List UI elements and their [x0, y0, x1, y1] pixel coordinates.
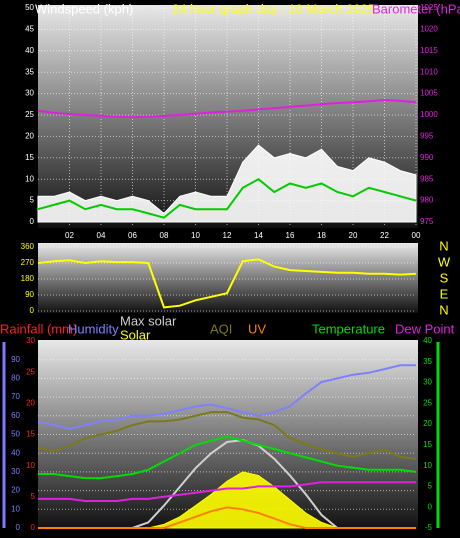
legend-label: AQI	[210, 321, 232, 336]
y3-tick-label: 15	[26, 430, 35, 439]
y-tick-label: 270	[21, 258, 35, 267]
y-tick-label: 40	[11, 448, 20, 457]
y2-tick-label: 35	[423, 357, 432, 366]
y-tick-label: 90	[25, 290, 34, 299]
y2-tick-label: 1015	[420, 46, 438, 55]
panel-direction	[38, 243, 418, 313]
x-tick-label: 18	[317, 231, 326, 240]
y2-tick-label: 975	[420, 217, 434, 226]
y-tick-label: 0	[30, 217, 35, 226]
x-tick-label: 06	[128, 231, 137, 240]
y-tick-label: 60	[11, 411, 20, 420]
legend-label: Solar	[120, 327, 151, 342]
x-tick-label: 04	[97, 231, 106, 240]
y2-tick-label: W	[438, 254, 451, 269]
y2-tick-label: 1025	[420, 3, 438, 12]
line	[37, 411, 417, 460]
y2-tick-label: 5	[428, 482, 433, 491]
x-tick-label: 12	[223, 231, 232, 240]
y-tick-label: 50	[25, 3, 34, 12]
y2-tick-label: 990	[420, 153, 434, 162]
x-tick-label: 22	[380, 231, 389, 240]
y2-tick-label: 1005	[420, 89, 438, 98]
y-tick-label: 50	[11, 430, 20, 439]
y-tick-label: 15	[25, 153, 34, 162]
chart-title: 24 hour graph day : 10 March 2025	[172, 1, 375, 16]
legend-label: Temperature	[312, 321, 385, 336]
y-tick-label: 10	[25, 174, 34, 183]
line	[37, 258, 417, 309]
x-tick-label: 16	[286, 231, 295, 240]
y-tick-label: 40	[25, 46, 34, 55]
x-tick-label: 20	[349, 231, 358, 240]
y3-tick-label: 25	[26, 367, 35, 376]
y3-tick-label: 30	[26, 336, 35, 345]
y2-tick-label: 25	[423, 398, 432, 407]
legend-label: Humidity	[68, 321, 119, 336]
y2-tick-label: 980	[420, 196, 434, 205]
y2-tick-label: 20	[423, 419, 432, 428]
y-tick-label: 30	[25, 89, 34, 98]
line	[37, 178, 417, 219]
y3-tick-label: 20	[26, 398, 35, 407]
y2-tick-label: 15	[423, 440, 432, 449]
y-tick-label: 70	[11, 392, 20, 401]
y-tick-label: 0	[30, 306, 35, 315]
y-tick-label: 180	[21, 274, 35, 283]
y3-tick-label: 10	[26, 461, 35, 470]
y2-tick-label: N	[439, 302, 448, 317]
y2-tick-label: N	[439, 238, 448, 253]
y2-tick-label: 40	[423, 336, 432, 345]
line	[37, 98, 417, 119]
y2-tick-label: S	[440, 270, 449, 285]
wind-label: Windspeed (kph)	[35, 1, 133, 16]
line	[37, 364, 416, 430]
area	[37, 144, 417, 223]
y2-tick-label: 1000	[420, 110, 438, 119]
y2-tick-label: 1010	[420, 67, 438, 76]
y-tick-label: 5	[30, 196, 35, 205]
y2-tick-label: 995	[420, 132, 434, 141]
y2-tick-label: 10	[423, 461, 432, 470]
y2-tick-label: 985	[420, 174, 434, 183]
legend-label: Dew Point	[395, 321, 455, 336]
y2-tick-label: 1020	[420, 25, 438, 34]
y-tick-label: 0	[16, 523, 21, 532]
y-tick-label: 45	[25, 25, 34, 34]
y-tick-label: 90	[11, 355, 20, 364]
x-tick-label: 14	[254, 231, 263, 240]
y-tick-label: 30	[11, 467, 20, 476]
x-tick-label: 10	[191, 231, 200, 240]
y2-tick-label: E	[440, 286, 449, 301]
y-tick-label: 10	[11, 504, 20, 513]
y2-tick-label: 0	[428, 502, 433, 511]
y3-tick-label: 5	[31, 492, 36, 501]
line	[38, 506, 416, 529]
x-tick-label: 08	[160, 231, 169, 240]
y3-tick-label: 0	[31, 523, 36, 532]
rain-label: Rainfall (mm)	[0, 321, 77, 336]
y-tick-label: 80	[11, 374, 20, 383]
y-tick-label: 20	[11, 486, 20, 495]
y-tick-label: 25	[25, 110, 34, 119]
y2-tick-label: 30	[423, 378, 432, 387]
legend-label: Max solar	[120, 313, 177, 328]
line	[38, 481, 416, 502]
y-tick-label: 360	[21, 242, 35, 251]
x-tick-label: 02	[65, 231, 74, 240]
y2-tick-label: -5	[425, 523, 433, 532]
legend-label: UV	[248, 321, 266, 336]
y-tick-label: 20	[25, 132, 34, 141]
line	[38, 435, 417, 480]
x-tick-label: 00	[412, 231, 421, 240]
y-tick-label: 35	[25, 67, 34, 76]
